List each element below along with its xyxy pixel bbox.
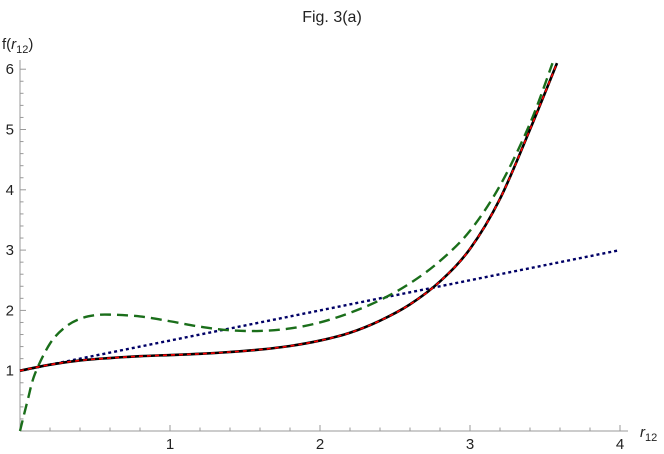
y-tick-label: 3 <box>6 242 14 259</box>
series-green-dashed <box>18 62 554 432</box>
svg-text:f(r12): f(r12) <box>2 36 33 56</box>
x-tick-label: 1 <box>166 436 174 453</box>
series-black-solid <box>19 62 559 372</box>
x-axis-label: r12 <box>640 424 657 444</box>
chart-title: Fig. 3(a) <box>302 9 362 26</box>
series-blue-dotted <box>19 248 621 372</box>
y-tick-label: 1 <box>6 363 14 380</box>
y-tick-label: 5 <box>6 122 14 139</box>
y-tick-label: 4 <box>6 182 14 199</box>
x-tick-label: 2 <box>316 436 324 453</box>
y-axis-label: f(r12) <box>2 36 33 56</box>
axes <box>19 60 628 432</box>
y-tick-label: 6 <box>6 61 14 78</box>
x-tick-label: 4 <box>616 436 624 453</box>
series-red-dashed <box>19 62 558 372</box>
x-tick-label: 3 <box>466 436 474 453</box>
tick-labels: 1 2 3 4 1 2 3 4 5 6 <box>6 61 625 453</box>
data-series <box>18 62 621 432</box>
y-tick-label: 2 <box>6 302 14 319</box>
svg-text:r12: r12 <box>640 424 657 444</box>
